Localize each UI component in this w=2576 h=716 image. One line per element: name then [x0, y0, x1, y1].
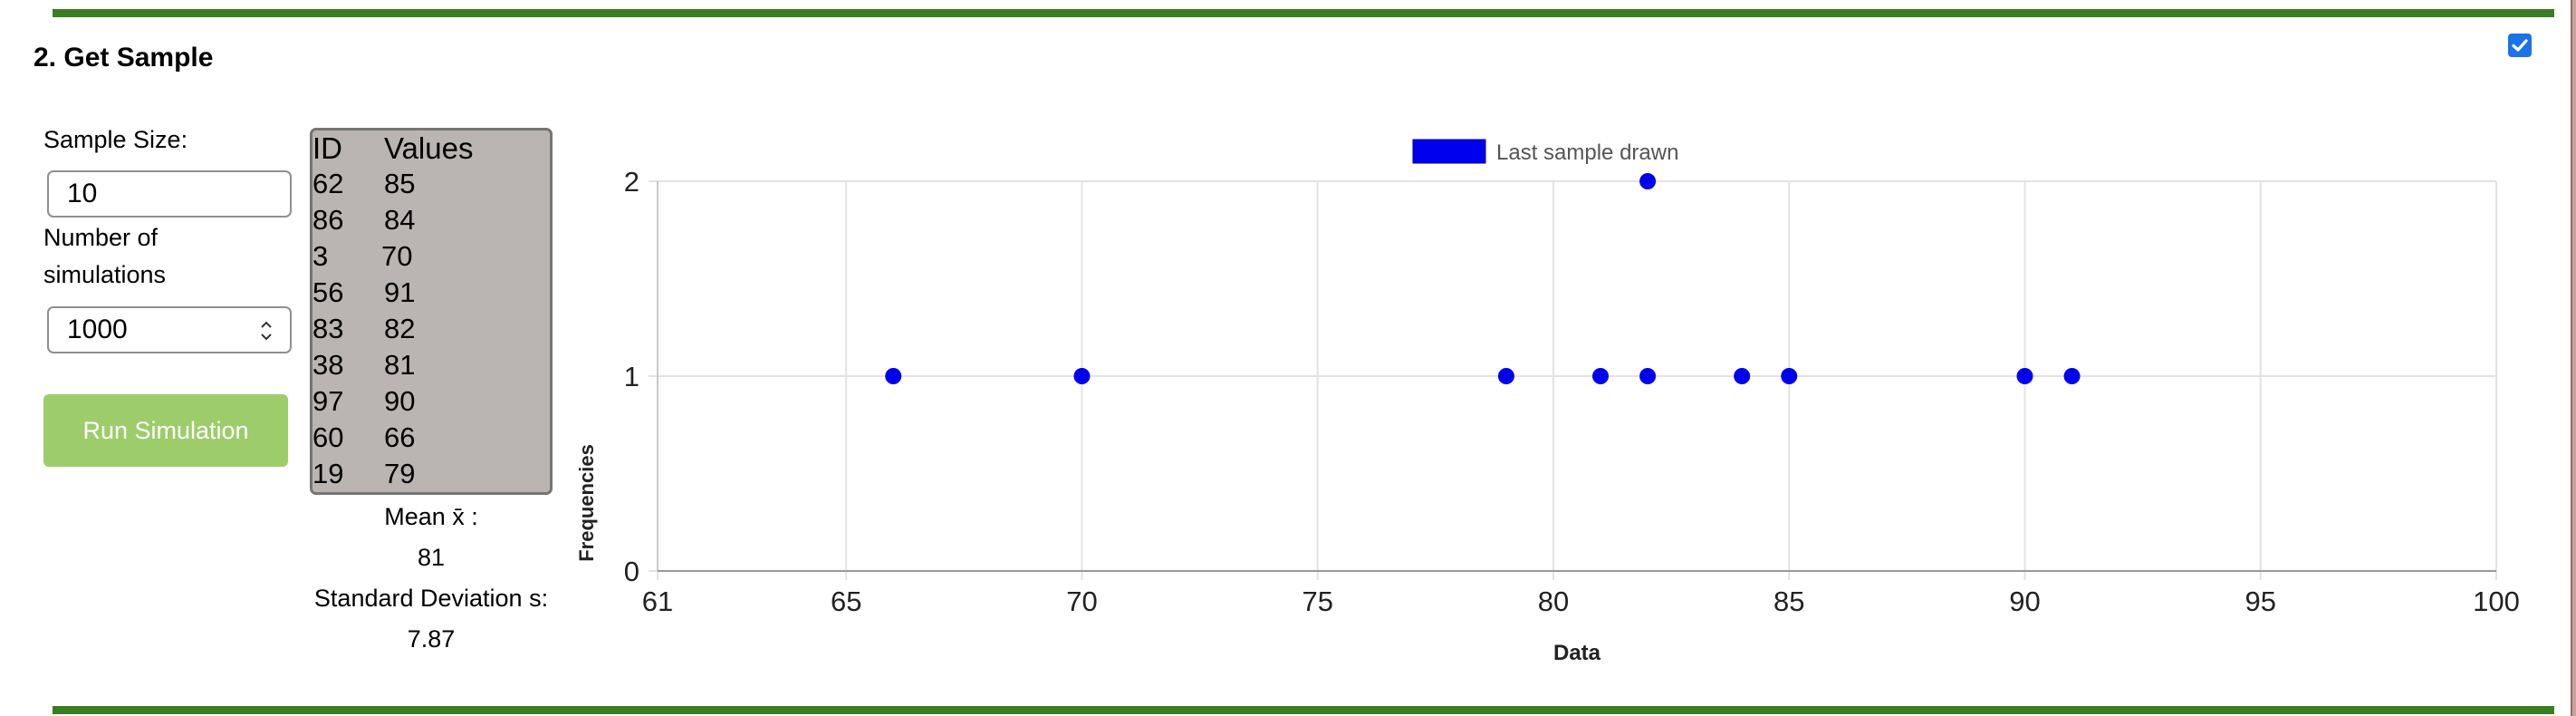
row-id: 3 [312, 240, 329, 272]
num-sims-input[interactable]: 1000 [47, 306, 292, 353]
data-point [1497, 368, 1514, 384]
row-value: 82 [384, 313, 416, 344]
data-point [1639, 173, 1657, 189]
sample-table: ID Values 62 85 86 84 3 70 56 91 83 82 3… [310, 128, 553, 495]
header-values: Values [384, 131, 474, 165]
data-point [2016, 368, 2033, 384]
data-point [1592, 368, 1610, 384]
x-tick-label: 85 [1773, 585, 1804, 617]
data-point [1639, 368, 1657, 384]
row-id: 60 [312, 421, 344, 453]
num-sims-label-line2: simulations [43, 261, 167, 288]
x-tick-label: 75 [1302, 585, 1332, 617]
row-id: 97 [312, 385, 344, 417]
x-axis-title: Data [1553, 641, 1601, 665]
y-tick-label: 2 [624, 166, 639, 198]
legend-label: Last sample drawn [1496, 140, 1678, 165]
checkmark-icon [2512, 39, 2528, 52]
data-point [1734, 368, 1751, 384]
section-title: 2. Get Sample [34, 43, 214, 73]
num-sims-label-line1: Number of [43, 224, 159, 251]
row-value: 84 [384, 204, 416, 236]
row-value: 81 [384, 349, 416, 381]
row-id: 19 [312, 458, 344, 489]
chart-svg: 61 65 70 75 80 85 90 95 100 0 1 2 Data Frequencies Las… [575, 139, 2520, 665]
stepper-arrows-icon[interactable] [255, 315, 277, 346]
window-edge [2571, 0, 2576, 716]
legend-swatch [1412, 139, 1486, 164]
header-id: ID [312, 131, 342, 165]
section-checkbox[interactable] [2508, 34, 2532, 57]
x-tick-label: 70 [1066, 585, 1097, 617]
dot-plot-chart: 61 65 70 75 80 85 90 95 100 0 1 2 Data Frequencies Las… [562, 127, 2554, 689]
section-bottom-border [53, 706, 2554, 714]
sd-label: Standard Deviation s: [313, 585, 549, 612]
data-point [2063, 368, 2081, 384]
row-id: 38 [312, 349, 344, 381]
row-value: 91 [384, 276, 416, 308]
sample-size-label: Sample Size: [43, 126, 188, 153]
num-sims-value: 1000 [67, 314, 128, 344]
row-value: 85 [384, 168, 416, 199]
sample-size-value: 10 [67, 179, 98, 208]
x-tick-label: 95 [2245, 585, 2276, 617]
y-tick-label: 0 [624, 556, 639, 587]
row-value: 66 [384, 421, 416, 453]
row-id: 62 [312, 168, 344, 199]
row-value: 70 [381, 240, 413, 272]
mean-value: 81 [417, 544, 446, 571]
row-id: 56 [312, 276, 344, 308]
x-tick-label: 90 [2009, 585, 2040, 617]
row-id: 83 [312, 313, 344, 344]
x-tick-label: 61 [642, 585, 673, 617]
data-point [1781, 368, 1798, 384]
y-axis-title: Frequencies [575, 444, 598, 562]
row-id: 86 [312, 204, 344, 236]
x-tick-label: 100 [2473, 585, 2520, 617]
sample-size-input[interactable]: 10 [47, 170, 292, 218]
row-value: 90 [384, 385, 416, 417]
data-point [1073, 368, 1091, 384]
x-tick-label: 65 [831, 585, 861, 617]
sd-value: 7.87 [407, 625, 456, 653]
row-value: 79 [384, 458, 416, 489]
run-simulation-button[interactable]: Run Simulation [43, 394, 288, 467]
x-tick-label: 80 [1538, 585, 1569, 617]
data-point [885, 368, 902, 384]
section-top-border [53, 9, 2554, 17]
y-tick-label: 1 [624, 361, 639, 392]
mean-label: Mean x̄ : [384, 503, 478, 530]
